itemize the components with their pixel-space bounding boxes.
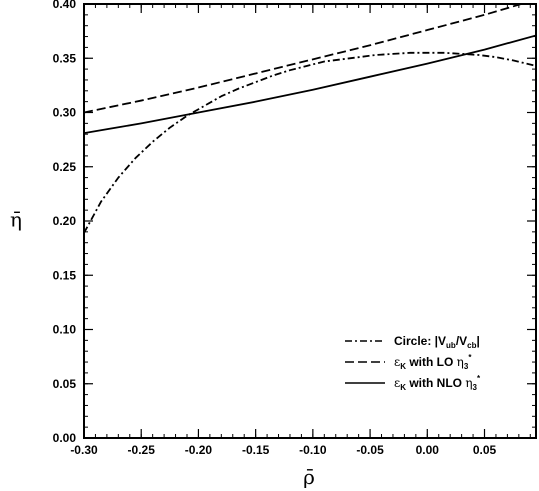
y-tick-label: 0.20	[53, 214, 77, 228]
y-tick-label: 0.15	[53, 268, 77, 282]
x-tick-label: -0.30	[70, 443, 98, 457]
y-tick-label: 0.30	[53, 106, 77, 120]
legend-label-nlo: εK with NLO η3*	[394, 374, 481, 392]
x-tick-label: -0.25	[128, 443, 156, 457]
y-tick-label: 0.35	[53, 51, 77, 65]
y-tick-label: 0.40	[53, 0, 77, 11]
x-tick-label: -0.10	[299, 443, 327, 457]
series-lo	[84, 4, 525, 114]
legend: Circle: |Vub/Vcb| εK with LO η3* εK with…	[345, 334, 481, 392]
legend-label-circle: Circle: |Vub/Vcb|	[394, 334, 480, 350]
y-ticks: 0.00 0.05 0.10 0.15 0.20 0.25 0.30 0.35 0.40	[53, 0, 536, 445]
legend-label-lo: εK with LO η3*	[394, 353, 472, 371]
plot-frame	[83, 3, 537, 439]
x-tick-label: 0.05	[473, 443, 497, 457]
y-tick-label: 0.25	[53, 160, 77, 174]
y-tick-label: 0.05	[53, 377, 77, 391]
y-tick-label: 0.10	[53, 323, 77, 337]
y-tick-label: 0.00	[53, 431, 77, 445]
x-tick-label: 0.00	[416, 443, 440, 457]
series-nlo	[84, 34, 536, 135]
series-layer	[84, 4, 536, 234]
y-axis-label: η̄	[10, 208, 22, 232]
x-tick-label: -0.05	[356, 443, 384, 457]
x-tick-label: -0.20	[185, 443, 213, 457]
x-axis-label: ρ̄	[303, 465, 315, 489]
x-tick-label: -0.15	[242, 443, 270, 457]
series-circle	[84, 51, 536, 234]
x-ticks: -0.30 -0.25 -0.20 -0.15 -0.10 -0.05 0.00 0.05	[70, 4, 531, 457]
